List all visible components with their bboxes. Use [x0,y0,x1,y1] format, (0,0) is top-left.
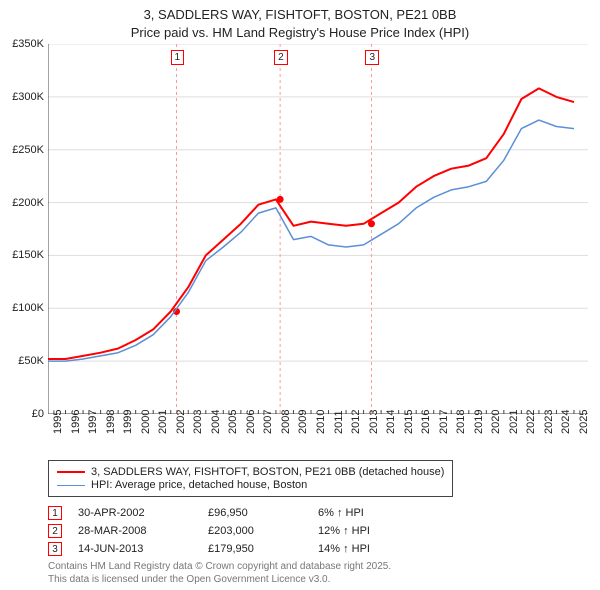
y-axis-labels: £0£50K£100K£150K£200K£250K£300K£350K [0,44,46,414]
event-index-box: 1 [48,506,62,520]
x-tick-label: 2025 [578,410,600,434]
event-row: 3 14-JUN-2013£179,95014% ↑ HPI [48,540,428,558]
plot-area [48,44,588,414]
event-delta: 14% ↑ HPI [318,543,428,555]
event-price: £179,950 [208,543,318,555]
legend-item: 3, SADDLERS WAY, FISHTOFT, BOSTON, PE21 … [57,466,444,478]
legend-swatch [57,471,85,473]
legend-label: HPI: Average price, detached house, Bost… [91,479,307,491]
event-price: £203,000 [208,525,318,537]
y-tick-label: £250K [12,144,44,156]
y-tick-label: £150K [12,249,44,261]
event-delta: 6% ↑ HPI [318,507,428,519]
chart-container: 3, SADDLERS WAY, FISHTOFT, BOSTON, PE21 … [0,0,600,590]
marker-label-2: 2 [274,50,288,65]
event-date: 14-JUN-2013 [78,543,208,555]
event-date: 28-MAR-2008 [78,525,208,537]
event-delta: 12% ↑ HPI [318,525,428,537]
y-tick-label: £200K [12,197,44,209]
y-tick-label: £350K [12,38,44,50]
event-date: 30-APR-2002 [78,507,208,519]
footer-line-2: This data is licensed under the Open Gov… [48,573,391,586]
event-index-box: 2 [48,524,62,538]
y-tick-label: £300K [12,91,44,103]
footer: Contains HM Land Registry data © Crown c… [48,560,391,586]
y-tick-label: £50K [18,355,44,367]
plot-svg [48,44,588,414]
title-line-2: Price paid vs. HM Land Registry's House … [0,24,600,42]
legend-item: HPI: Average price, detached house, Bost… [57,479,444,491]
event-row: 2 28-MAR-2008£203,00012% ↑ HPI [48,522,428,540]
event-price: £96,950 [208,507,318,519]
y-tick-label: £100K [12,302,44,314]
title-line-1: 3, SADDLERS WAY, FISHTOFT, BOSTON, PE21 … [0,6,600,24]
event-row: 1 30-APR-2002£96,9506% ↑ HPI [48,504,428,522]
chart-title: 3, SADDLERS WAY, FISHTOFT, BOSTON, PE21 … [0,0,600,41]
events-table: 1 30-APR-2002£96,9506% ↑ HPI 2 28-MAR-2008£… [48,504,428,558]
marker-label-3: 3 [365,50,379,65]
x-axis-labels: 1995199619971998199920002001200220032004… [48,414,588,458]
legend: 3, SADDLERS WAY, FISHTOFT, BOSTON, PE21 … [48,460,453,497]
event-index-box: 3 [48,542,62,556]
y-tick-label: £0 [32,408,44,420]
legend-label: 3, SADDLERS WAY, FISHTOFT, BOSTON, PE21 … [91,466,444,478]
footer-line-1: Contains HM Land Registry data © Crown c… [48,560,391,573]
legend-swatch [57,485,85,486]
marker-label-1: 1 [171,50,185,65]
